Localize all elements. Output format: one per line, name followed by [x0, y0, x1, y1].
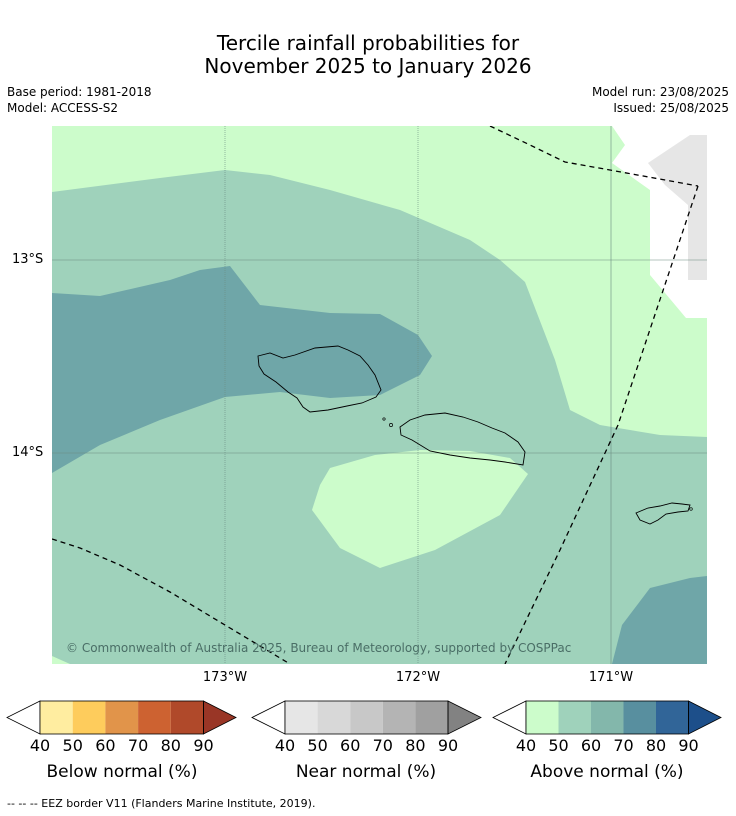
copyright-notice: © Commonwealth of Australia 2025, Bureau…	[66, 641, 572, 655]
colorbar-above-bin-40-50	[526, 701, 559, 734]
colorbar-near-tick: 80	[405, 736, 426, 755]
above-60-70-region-west	[52, 266, 432, 473]
upolu-coastline	[399, 412, 526, 466]
colorbar-above-tick: 80	[645, 736, 667, 755]
lat-label-14s: 14°S	[12, 445, 44, 460]
colorbar-near-upper-extension	[447, 700, 482, 735]
colorbar-below-tick: 80	[160, 736, 181, 755]
lon-label-171w: 171°W	[588, 670, 634, 685]
lon-label-172w: 172°W	[395, 670, 441, 685]
colorbar-below-tick: 60	[95, 736, 116, 755]
lat-label-13s: 13°S	[12, 252, 44, 267]
colorbar-above-bin-50-60	[558, 701, 591, 734]
model-run-label: Model run: 23/08/2025	[591, 85, 729, 99]
above-40-50-region-north	[52, 126, 707, 437]
colorbar-near-tick: 60	[340, 736, 361, 755]
map-panel	[52, 126, 707, 664]
colorbar-above	[492, 700, 722, 735]
colorbar-near-frame	[284, 700, 449, 735]
colorbar-near-tick: 50	[307, 736, 328, 755]
colorbar-near-label: Near normal (%)	[295, 762, 437, 782]
colorbar-above-tick: 50	[548, 736, 569, 755]
colorbar-below-bin-70-80	[138, 701, 171, 734]
colorbar-below-label: Below normal (%)	[46, 762, 198, 782]
eez-border-east	[504, 185, 699, 664]
colorbar-near-lower-extension	[251, 700, 286, 735]
islet-apolima	[389, 423, 393, 427]
colorbar-near-bin-70-80	[382, 701, 416, 734]
colorbar-below-frame	[39, 700, 204, 735]
savaii-coastline	[257, 345, 382, 413]
colorbar-below-tick: 90	[193, 736, 214, 755]
above-40-50-region-corner	[52, 656, 70, 664]
colorbar-above-tick: 40	[515, 736, 537, 755]
colorbar-above-frame	[525, 700, 689, 735]
colorbar-below-bin-80-90	[170, 701, 204, 734]
model-label: Model: ACCESS-S2	[7, 101, 119, 115]
tutuila-coastline	[635, 502, 691, 525]
colorbar-above-tick: 90	[678, 736, 699, 755]
eez-border-north	[489, 126, 699, 187]
islet-manono	[382, 417, 386, 421]
colorbar-near-bin-60-70	[350, 701, 383, 734]
colorbar-below-bin-50-60	[72, 701, 106, 734]
colorbar-below-bin-60-70	[105, 701, 139, 734]
base-period-label: Base period: 1981-2018	[7, 85, 152, 99]
above-60-70-region-southeast	[612, 576, 707, 664]
colorbar-below	[6, 700, 237, 735]
chart-title-line1: Tercile rainfall probabilities for	[216, 31, 520, 55]
colorbar-above-tick: 70	[613, 736, 634, 755]
colorbar-below-tick: 50	[62, 736, 83, 755]
islet-aunuu	[689, 507, 693, 511]
colorbar-above-upper-extension	[688, 700, 722, 735]
near-40-50-region	[648, 135, 707, 280]
colorbar-above-bin-60-70	[591, 701, 624, 734]
chart-title-line2: November 2025 to January 2026	[204, 54, 532, 78]
issued-label: Issued: 25/08/2025	[613, 101, 729, 115]
colorbar-above-label: Above normal (%)	[530, 762, 684, 782]
colorbar-near-bin-50-60	[317, 701, 351, 734]
colorbar-near-tick: 70	[372, 736, 393, 755]
colorbar-above-bin-70-80	[623, 701, 656, 734]
colorbar-below-bin-40-50	[40, 701, 73, 734]
colorbar-below-upper-extension	[203, 700, 237, 735]
colorbar-near-bin-40-50	[285, 701, 318, 734]
colorbar-near-tick: 40	[274, 736, 296, 755]
eez-border-south	[52, 538, 291, 664]
colorbar-above-tick: 60	[580, 736, 602, 755]
colorbar-above-bin-80-90	[656, 701, 689, 734]
colorbar-near-tick: 90	[437, 736, 459, 755]
colorbar-below-lower-extension	[6, 700, 41, 735]
colorbar-near-bin-80-90	[415, 701, 448, 734]
above-40-50-region-south	[312, 450, 528, 568]
lon-label-173w: 173°W	[202, 670, 248, 685]
colorbar-below-tick: 70	[127, 736, 149, 755]
colorbar-below-tick: 40	[29, 736, 51, 755]
colorbar-near	[251, 700, 482, 735]
colorbar-above-lower-extension	[492, 700, 527, 735]
eez-border-footnote: -- -- -- EEZ border V11 (Flanders Marine…	[7, 797, 316, 810]
